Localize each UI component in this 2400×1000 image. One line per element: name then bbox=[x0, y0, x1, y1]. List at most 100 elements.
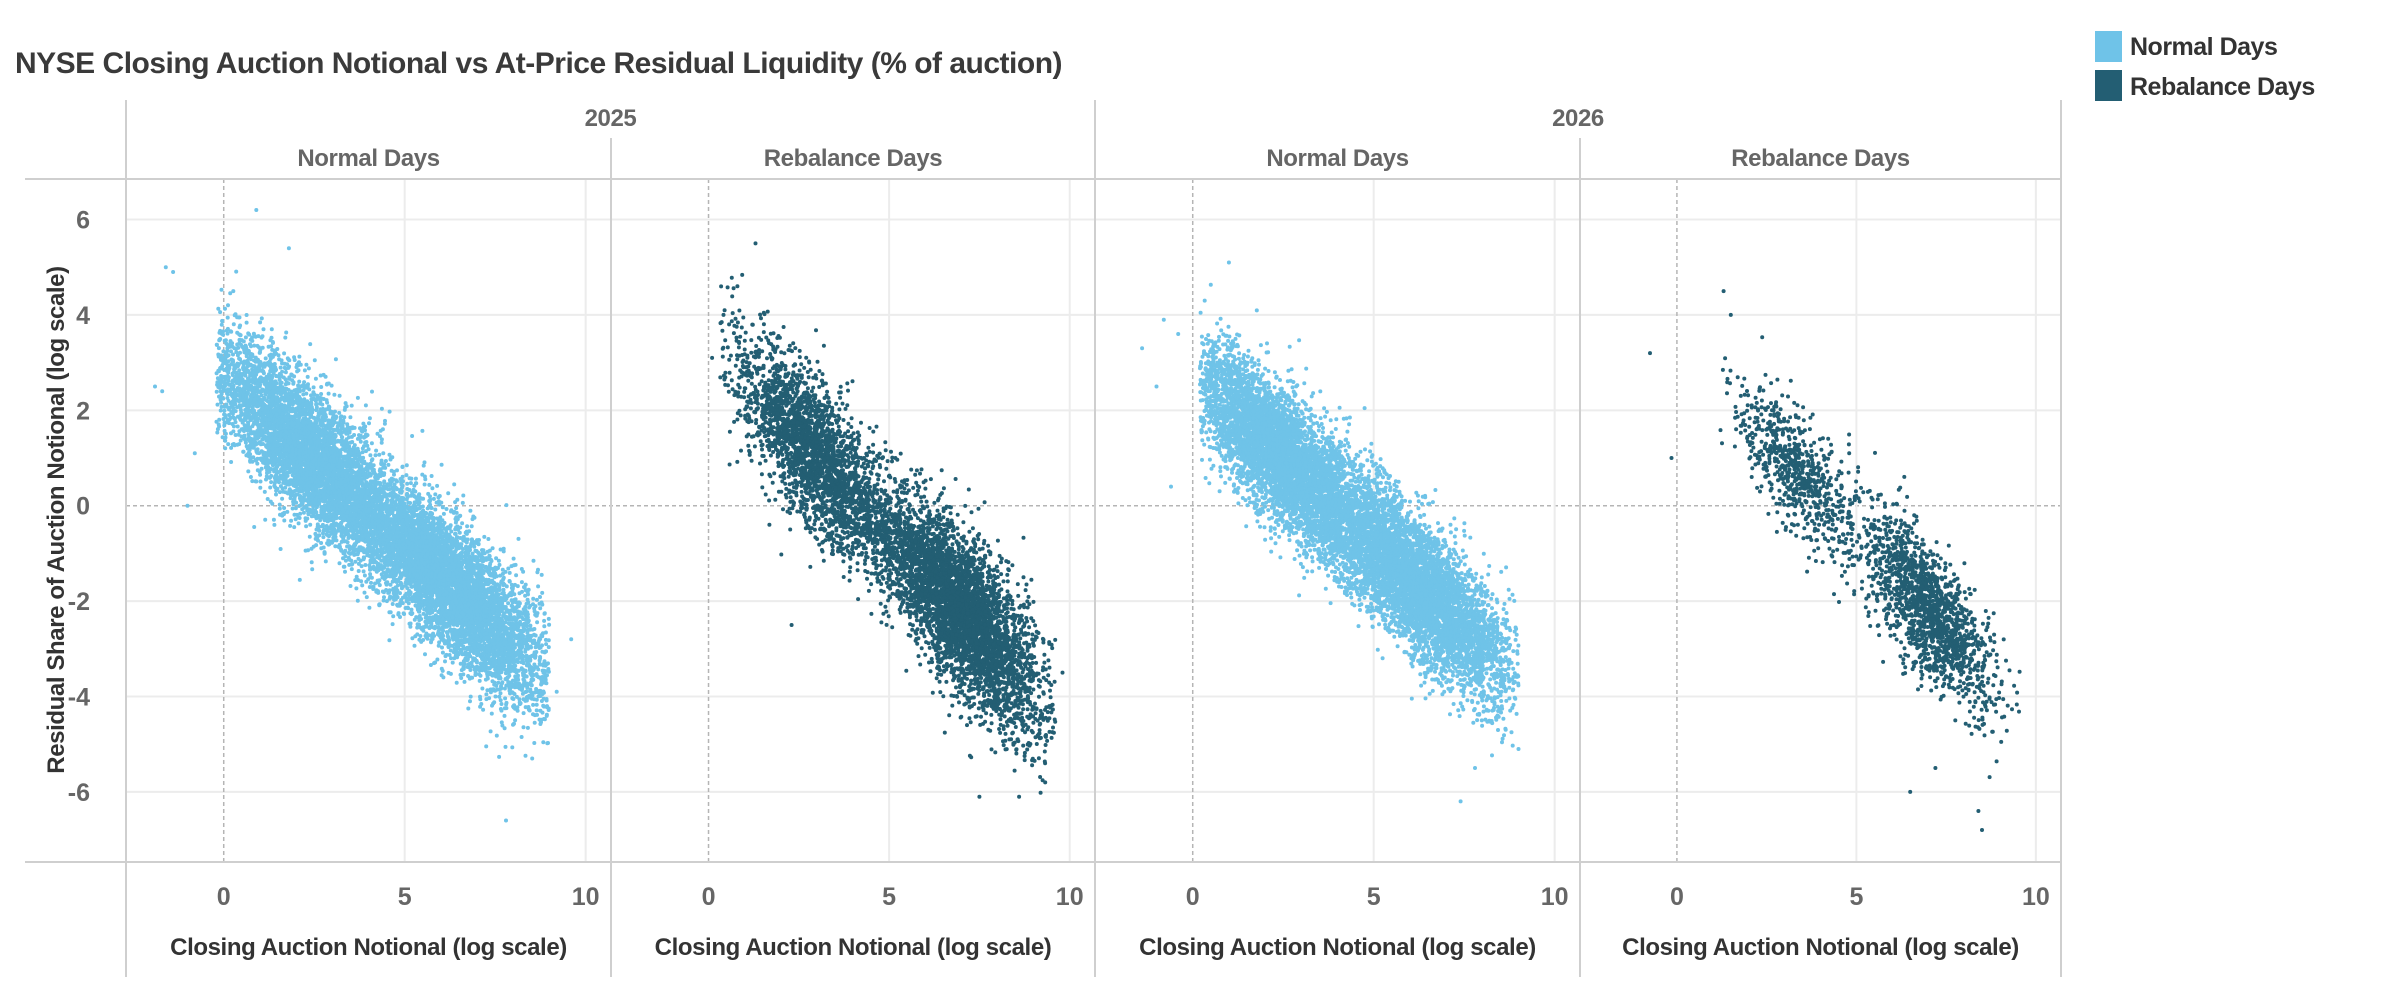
data-point bbox=[279, 434, 283, 438]
data-point bbox=[350, 440, 354, 444]
data-point bbox=[218, 366, 222, 370]
data-point bbox=[316, 448, 320, 452]
data-point bbox=[222, 417, 226, 421]
data-point bbox=[245, 321, 249, 325]
data-point bbox=[246, 420, 250, 424]
data-point bbox=[287, 438, 291, 442]
data-point bbox=[301, 402, 305, 406]
data-point bbox=[271, 389, 275, 393]
data-point bbox=[306, 498, 310, 502]
data-point bbox=[379, 429, 383, 433]
data-point bbox=[296, 384, 300, 388]
data-point bbox=[325, 383, 329, 387]
data-point bbox=[231, 353, 235, 357]
data-point bbox=[275, 418, 279, 422]
data-point bbox=[286, 491, 290, 495]
data-point bbox=[319, 392, 323, 396]
legend-item-normal-days[interactable]: Normal Days bbox=[2095, 31, 2277, 62]
data-point bbox=[274, 493, 278, 497]
data-point bbox=[272, 371, 276, 375]
data-point bbox=[301, 399, 305, 403]
data-point bbox=[306, 488, 310, 492]
data-point bbox=[244, 344, 248, 348]
data-point bbox=[345, 422, 349, 426]
data-point bbox=[282, 351, 286, 355]
data-point bbox=[284, 331, 288, 335]
data-point bbox=[334, 531, 338, 535]
data-point bbox=[249, 475, 253, 479]
data-point bbox=[330, 458, 334, 462]
data-point bbox=[297, 521, 301, 525]
data-point bbox=[356, 599, 360, 603]
data-point bbox=[308, 523, 312, 527]
data-point bbox=[312, 392, 316, 396]
data-point bbox=[279, 366, 283, 370]
data-point bbox=[298, 429, 302, 433]
data-point bbox=[350, 563, 354, 567]
legend-item-rebalance-days[interactable]: Rebalance Days bbox=[2095, 70, 2315, 101]
data-point bbox=[298, 578, 302, 582]
data-point bbox=[374, 449, 378, 453]
data-point bbox=[261, 334, 265, 338]
data-point bbox=[273, 474, 277, 478]
data-point bbox=[269, 404, 273, 408]
data-point bbox=[338, 561, 342, 565]
data-point bbox=[221, 333, 225, 337]
data-point bbox=[308, 342, 312, 346]
data-point bbox=[235, 388, 239, 392]
data-point bbox=[342, 539, 346, 543]
data-point bbox=[338, 394, 342, 398]
data-point bbox=[356, 396, 360, 400]
data-point bbox=[248, 448, 252, 452]
data-point bbox=[304, 516, 308, 520]
data-point bbox=[285, 381, 289, 385]
data-point bbox=[263, 518, 267, 522]
data-point bbox=[350, 469, 354, 473]
data-point bbox=[320, 403, 324, 407]
data-point bbox=[309, 440, 313, 444]
data-point bbox=[271, 341, 275, 345]
data-point bbox=[324, 375, 328, 379]
data-point bbox=[237, 442, 241, 446]
data-point bbox=[256, 417, 260, 421]
data-point bbox=[423, 652, 427, 656]
data-point bbox=[242, 339, 246, 343]
data-point bbox=[308, 473, 312, 477]
data-point bbox=[248, 371, 252, 375]
data-point bbox=[303, 368, 307, 372]
data-point bbox=[370, 576, 374, 580]
data-point bbox=[279, 374, 283, 378]
data-point bbox=[235, 374, 239, 378]
data-point bbox=[299, 480, 303, 484]
data-point bbox=[380, 407, 384, 411]
data-point bbox=[310, 547, 314, 551]
data-point bbox=[238, 325, 242, 329]
data-point bbox=[262, 453, 266, 457]
data-point bbox=[251, 411, 255, 415]
data-point bbox=[336, 524, 340, 528]
data-point bbox=[237, 315, 241, 319]
data-point bbox=[266, 399, 270, 403]
data-point bbox=[388, 410, 392, 414]
data-point bbox=[294, 465, 298, 469]
data-point bbox=[296, 476, 300, 480]
data-point bbox=[264, 426, 268, 430]
data-point bbox=[262, 371, 266, 375]
data-point bbox=[254, 459, 258, 463]
data-point bbox=[335, 511, 339, 515]
data-point bbox=[256, 370, 260, 374]
data-point bbox=[345, 454, 349, 458]
data-point bbox=[324, 427, 328, 431]
data-point bbox=[335, 504, 339, 508]
data-point bbox=[275, 347, 279, 351]
data-point bbox=[248, 401, 252, 405]
data-point bbox=[315, 505, 319, 509]
data-point bbox=[353, 560, 357, 564]
data-point bbox=[365, 553, 369, 557]
data-point bbox=[232, 424, 236, 428]
data-points bbox=[153, 208, 2022, 832]
data-point bbox=[333, 428, 337, 432]
data-point bbox=[269, 467, 273, 471]
data-point bbox=[430, 486, 434, 490]
data-point bbox=[224, 338, 228, 342]
